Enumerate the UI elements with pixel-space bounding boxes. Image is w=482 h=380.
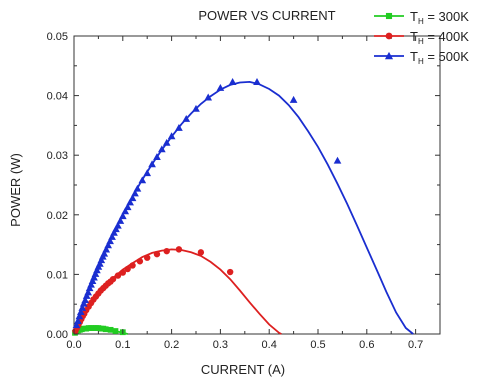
series-2-point xyxy=(110,228,118,236)
series-1-point xyxy=(109,275,117,283)
series-1-point xyxy=(124,265,131,273)
series-2-point xyxy=(333,156,342,164)
series-2-point xyxy=(75,312,84,320)
series-2-point xyxy=(118,212,127,220)
series-2-point xyxy=(148,160,156,168)
series-2-point xyxy=(121,207,130,215)
series-0-point xyxy=(112,328,119,334)
series-2-point xyxy=(192,104,200,112)
series-2-point xyxy=(97,256,106,264)
x-tick-label: 0.7 xyxy=(408,339,423,351)
legend-marker-1 xyxy=(385,32,393,40)
series-0-point xyxy=(102,326,109,333)
fit-lines xyxy=(73,80,414,335)
series-2-point xyxy=(76,308,85,316)
legend-marker-0 xyxy=(385,12,393,20)
series-2-point xyxy=(131,189,139,197)
series-2-point xyxy=(182,115,191,122)
series-1-point xyxy=(129,262,136,269)
y-tick-label: 0.04 xyxy=(47,91,68,103)
legend-label-2: TH = 500K xyxy=(410,49,469,66)
series-1-point xyxy=(144,254,151,261)
series-2-point xyxy=(78,303,87,311)
x-tick-label: 0.5 xyxy=(310,339,325,351)
series-2-point xyxy=(114,221,122,229)
series-1-point xyxy=(136,258,144,265)
series-2-point xyxy=(123,203,132,211)
data-markers xyxy=(72,78,342,336)
y-axis-ticks: 0.00 0.01 0.02 0.03 0.04 0.05 xyxy=(47,31,440,341)
series-0-point xyxy=(107,326,114,333)
x-tick-label: 0.4 xyxy=(262,339,277,351)
series-2-point xyxy=(216,84,225,91)
series-2-point xyxy=(85,284,94,292)
x-tick-label: 0.2 xyxy=(164,339,179,351)
series-1-point xyxy=(114,272,122,279)
series-2-point xyxy=(204,93,213,101)
x-axis-ticks: 0.0 0.1 0.2 0.3 0.4 0.5 0.6 0.7 xyxy=(66,36,423,351)
series-2-point xyxy=(79,299,88,307)
series-2-point xyxy=(74,317,82,324)
series-2-point xyxy=(253,78,261,85)
series-2-point xyxy=(104,241,112,249)
series-2-point xyxy=(90,273,98,281)
series-1-point xyxy=(119,269,127,276)
series-1-point xyxy=(153,250,161,258)
series-2-point xyxy=(133,184,142,192)
series-2-point xyxy=(138,176,147,184)
series-2-point xyxy=(116,216,125,224)
legend-label-0: TH = 300K xyxy=(410,9,469,26)
series-2-point xyxy=(175,123,183,131)
series-2-point xyxy=(106,237,114,245)
series-1-point xyxy=(226,268,234,276)
series-2-point xyxy=(91,269,100,277)
series-2-point xyxy=(153,153,161,161)
series-2-point xyxy=(72,321,81,329)
y-tick-label: 0.05 xyxy=(47,31,68,43)
y-tick-label: 0.03 xyxy=(47,150,68,162)
series-2-point xyxy=(143,169,152,177)
series-2-point xyxy=(82,292,91,299)
series-1-fit-line xyxy=(73,248,282,335)
y-tick-label: 0.02 xyxy=(47,210,68,222)
series-2-point xyxy=(84,288,92,296)
series-2-point xyxy=(167,132,176,140)
series-2-point xyxy=(96,259,104,267)
y-tick-label: 0.01 xyxy=(47,269,68,281)
series-1-point xyxy=(175,246,183,253)
series-2-point xyxy=(126,198,134,206)
x-axis-title: CURRENT (A) xyxy=(201,362,285,377)
legend-label-1: TH = 400K xyxy=(410,29,469,46)
series-2-point xyxy=(93,266,101,274)
series-2-point xyxy=(102,245,111,253)
series-2-point xyxy=(128,194,137,202)
series-2-point xyxy=(162,138,171,146)
series-1-point xyxy=(197,249,205,256)
legend-marker-2 xyxy=(384,51,394,60)
y-axis-title: POWER (W) xyxy=(8,153,23,227)
series-2-point xyxy=(87,280,95,288)
series-2-point xyxy=(228,78,237,85)
series-2-point xyxy=(112,225,120,233)
x-tick-label: 0.6 xyxy=(359,339,374,351)
series-2-point xyxy=(88,277,97,285)
series-2-point xyxy=(289,95,298,103)
series-1-point xyxy=(163,247,170,255)
series-2-point xyxy=(158,145,166,153)
y-tick-label: 0.00 xyxy=(47,329,68,341)
chart-title: POWER VS CURRENT xyxy=(198,8,335,23)
x-tick-label: 0.3 xyxy=(213,339,228,351)
x-tick-label: 0.1 xyxy=(115,339,130,351)
x-tick-label: 0.0 xyxy=(66,339,81,351)
series-2-point xyxy=(100,249,109,257)
series-2-point xyxy=(108,233,116,240)
series-2-point xyxy=(81,296,90,304)
legend: TH = 300K TH = 400K TH = 500K xyxy=(374,9,469,66)
